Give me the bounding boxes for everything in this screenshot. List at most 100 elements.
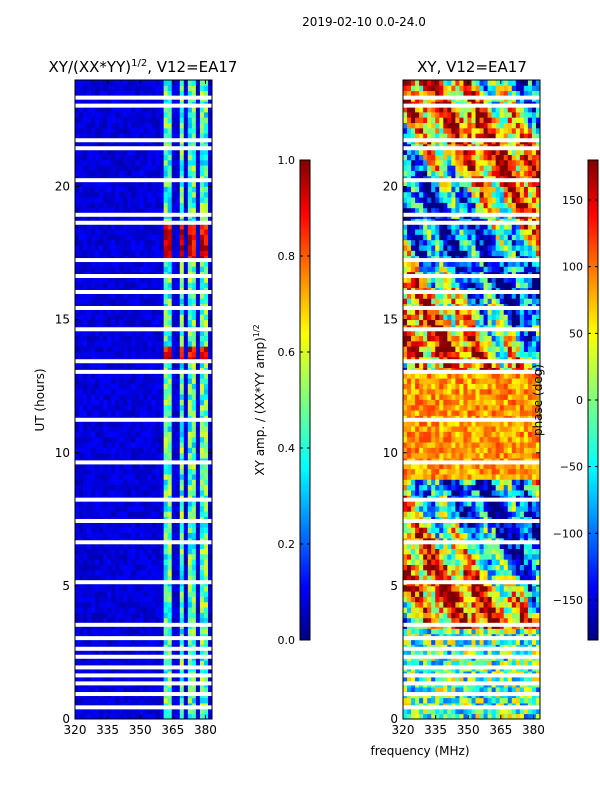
heatmap-cell bbox=[127, 388, 132, 395]
heatmap-cell bbox=[487, 617, 493, 624]
heatmap-cell bbox=[187, 362, 193, 368]
heatmap-cell bbox=[79, 170, 84, 177]
heatmap-cell bbox=[407, 708, 412, 715]
heatmap-cell bbox=[515, 617, 521, 624]
heatmap-cell bbox=[79, 277, 84, 283]
heatmap-cell bbox=[203, 372, 209, 379]
heatmap-cell bbox=[183, 559, 189, 565]
heatmap-cell bbox=[187, 106, 193, 113]
heatmap-cell bbox=[95, 319, 100, 326]
heatmap-cell bbox=[75, 713, 80, 720]
heatmap-cell bbox=[103, 468, 108, 475]
heatmap-cell bbox=[95, 223, 100, 230]
heatmap-cell bbox=[83, 362, 88, 368]
heatmap-cell bbox=[423, 697, 428, 704]
heatmap-cell bbox=[95, 420, 100, 427]
heatmap-cell bbox=[155, 447, 161, 454]
heatmap-cell bbox=[91, 181, 96, 187]
heatmap-cell bbox=[83, 154, 88, 161]
heatmap-cell bbox=[91, 234, 96, 241]
heatmap-cell bbox=[91, 564, 96, 571]
heatmap-cell bbox=[163, 399, 169, 406]
heatmap-cell bbox=[195, 282, 201, 289]
left-panel-title: XY/(XX*YY)1/2, V12=EA17 bbox=[49, 58, 238, 76]
heatmap-cell bbox=[175, 649, 181, 656]
heatmap-cell bbox=[203, 649, 209, 656]
heatmap-cell bbox=[167, 330, 173, 336]
heatmap-cell bbox=[147, 420, 152, 427]
heatmap-cell bbox=[79, 308, 84, 315]
heatmap-cell bbox=[415, 585, 420, 592]
heatmap-cell bbox=[207, 106, 213, 113]
heatmap-cell bbox=[99, 426, 104, 432]
heatmap-cell bbox=[119, 511, 124, 518]
heatmap-cell bbox=[123, 90, 128, 97]
heatmap-cell bbox=[167, 383, 173, 390]
heatmap-cell bbox=[535, 649, 541, 656]
heatmap-cell bbox=[155, 479, 161, 486]
heatmap-cell bbox=[155, 202, 161, 209]
heatmap-cell bbox=[407, 687, 412, 693]
heatmap-cell bbox=[87, 569, 92, 576]
heatmap-cell bbox=[87, 490, 92, 496]
heatmap-cell bbox=[435, 649, 440, 656]
heatmap-cell bbox=[151, 532, 156, 539]
heatmap-cell bbox=[135, 500, 140, 507]
heatmap-cell bbox=[163, 314, 169, 321]
heatmap-cell bbox=[83, 490, 88, 496]
heatmap-cell bbox=[135, 319, 140, 326]
heatmap-cell bbox=[95, 484, 100, 491]
heatmap-cell bbox=[419, 617, 424, 624]
heatmap-cell bbox=[463, 697, 468, 704]
heatmap-cell bbox=[127, 660, 132, 667]
heatmap-cell bbox=[207, 314, 213, 321]
heatmap-cell bbox=[131, 511, 136, 518]
heatmap-cell bbox=[199, 106, 205, 113]
heatmap-cell bbox=[171, 452, 177, 459]
heatmap-cell bbox=[527, 708, 533, 715]
heatmap-cell bbox=[183, 463, 189, 470]
heatmap-cell bbox=[95, 564, 100, 571]
heatmap-cell bbox=[135, 649, 140, 656]
heatmap-cell bbox=[131, 127, 136, 134]
heatmap-cell bbox=[119, 596, 124, 603]
heatmap-cell bbox=[127, 426, 132, 432]
heatmap-cell bbox=[499, 628, 505, 635]
heatmap-cell bbox=[183, 85, 189, 92]
heatmap-cell bbox=[79, 500, 84, 507]
heatmap-cell bbox=[115, 442, 120, 448]
heatmap-cell bbox=[531, 676, 537, 683]
heatmap-cell bbox=[119, 612, 124, 619]
heatmap-cell bbox=[95, 511, 100, 518]
heatmap-cell bbox=[107, 122, 112, 129]
heatmap-cell bbox=[123, 362, 128, 368]
heatmap-cell bbox=[171, 298, 177, 305]
heatmap-cell bbox=[103, 521, 108, 528]
heatmap-cell bbox=[139, 202, 144, 209]
heatmap-cell bbox=[75, 282, 80, 289]
heatmap-cell bbox=[183, 293, 189, 299]
heatmap-cell bbox=[95, 521, 100, 528]
heatmap-cell bbox=[83, 452, 88, 459]
heatmap-cell bbox=[87, 484, 92, 491]
heatmap-cell bbox=[99, 713, 104, 720]
heatmap-cell bbox=[155, 639, 161, 645]
heatmap-cell bbox=[127, 191, 132, 198]
heatmap-cell bbox=[171, 388, 177, 395]
heatmap-cell bbox=[83, 468, 88, 475]
heatmap-cell bbox=[127, 521, 132, 528]
heatmap-cell bbox=[147, 181, 152, 187]
heatmap-cell bbox=[139, 149, 144, 155]
heatmap-cell bbox=[195, 639, 201, 645]
heatmap-cell bbox=[175, 340, 181, 347]
heatmap-cell bbox=[203, 548, 209, 555]
heatmap-cell bbox=[143, 372, 148, 379]
heatmap-cell bbox=[95, 245, 100, 251]
heatmap-cell bbox=[187, 186, 193, 193]
heatmap-cell bbox=[183, 431, 189, 438]
heatmap-cell bbox=[203, 607, 209, 613]
heatmap-cell bbox=[531, 697, 537, 704]
heatmap-cell bbox=[127, 596, 132, 603]
heatmap-cell bbox=[195, 111, 201, 118]
heatmap-cell bbox=[151, 346, 156, 352]
